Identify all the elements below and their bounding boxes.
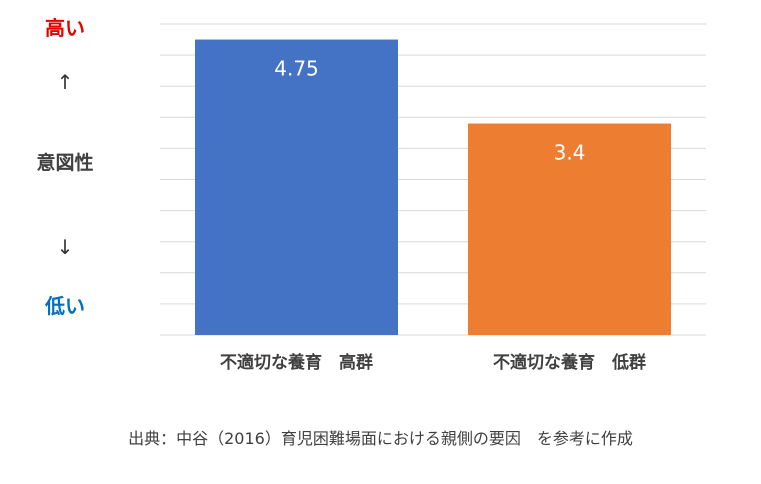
down-arrow-icon: ↓ bbox=[56, 235, 74, 259]
category-label-1: 不適切な養育 高群 bbox=[220, 352, 373, 373]
y-axis-high-label: 高い bbox=[45, 16, 85, 40]
data-label-1: 4.75 bbox=[274, 57, 319, 81]
bar-1 bbox=[195, 39, 398, 336]
bars bbox=[195, 39, 671, 336]
category-label-2: 不適切な養育 低群 bbox=[493, 352, 646, 373]
data-label-2: 3.4 bbox=[554, 141, 586, 165]
category-labels: 不適切な養育 高群 不適切な養育 低群 bbox=[220, 352, 646, 373]
data-labels: 4.75 3.4 bbox=[274, 57, 585, 165]
source-note: 出典：中谷（2016）育児困難場面における親側の要因 を参考に作成 bbox=[128, 429, 633, 448]
y-axis-title: 意図性 bbox=[36, 152, 94, 174]
y-axis-low-label: 低い bbox=[45, 294, 85, 318]
bar-2 bbox=[468, 123, 671, 336]
up-arrow-icon: ↑ bbox=[56, 70, 74, 94]
